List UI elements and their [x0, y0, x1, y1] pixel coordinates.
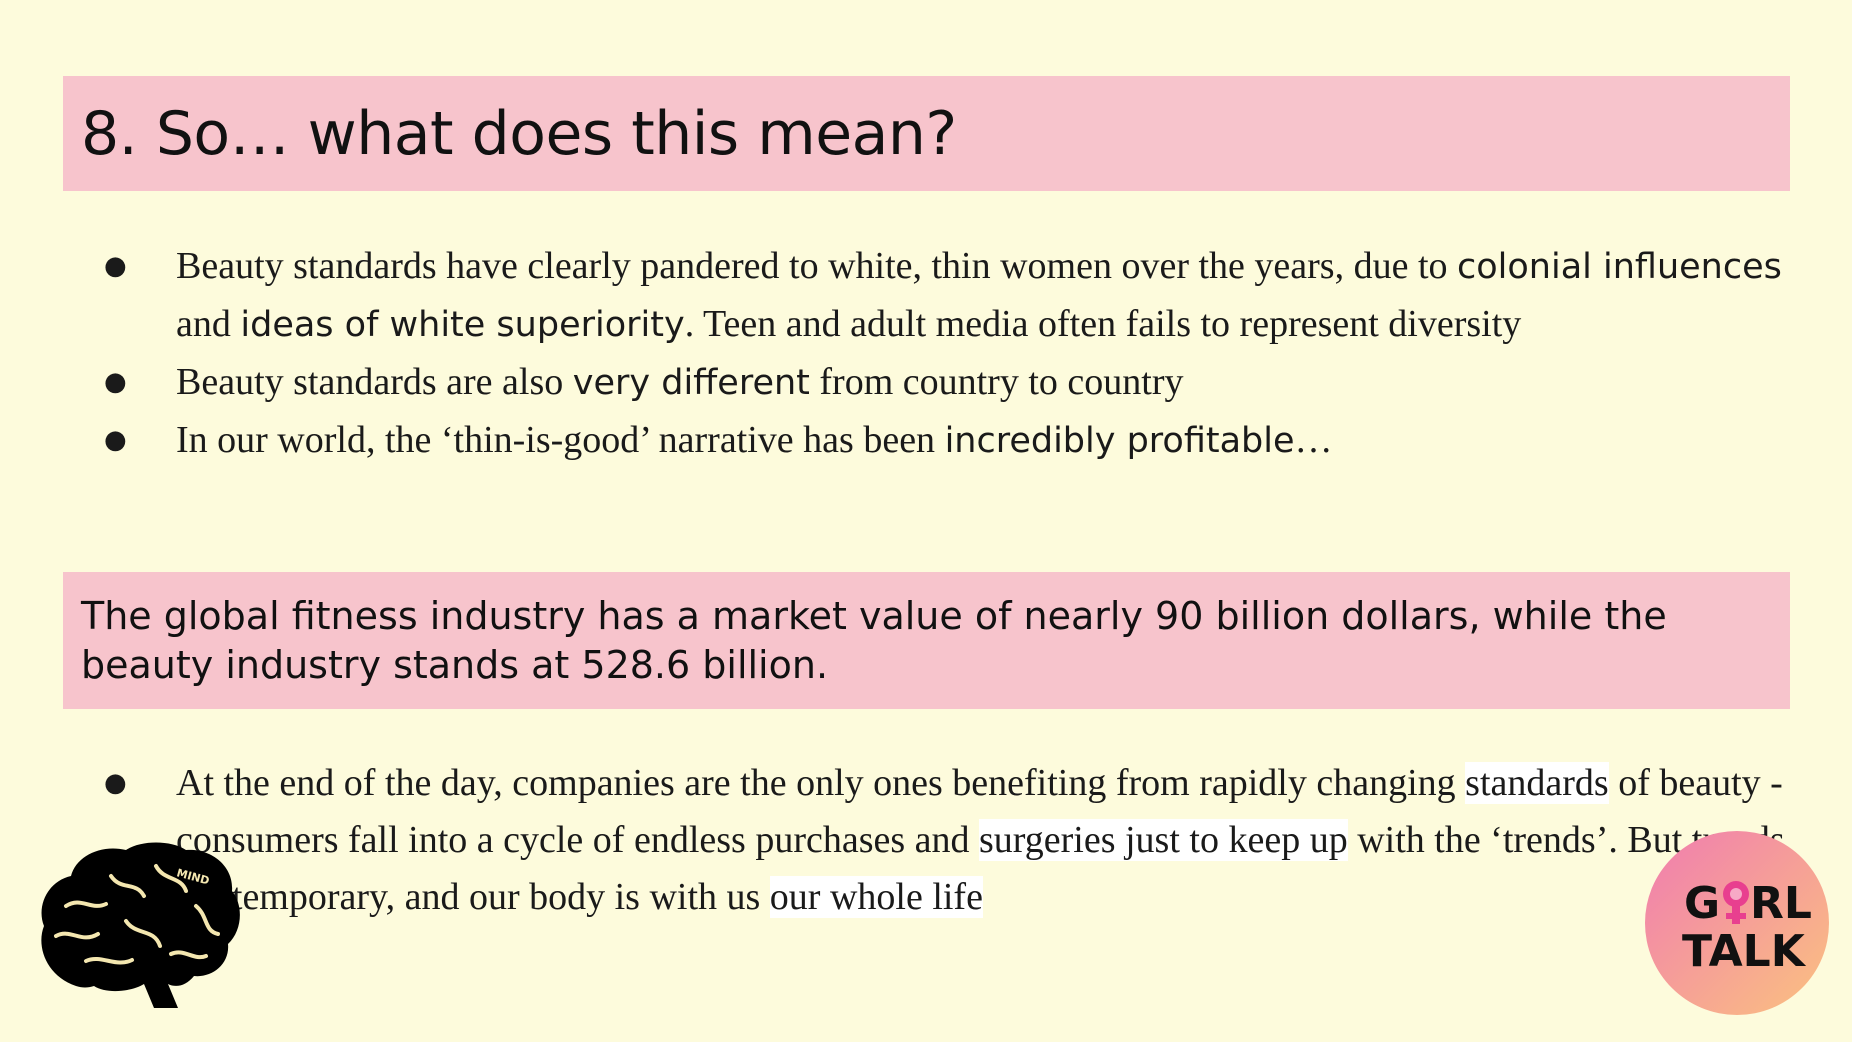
bullet-list-bottom: At the end of the day, companies are the…: [98, 755, 1798, 926]
highlighted-text: surgeries just to keep up: [979, 819, 1348, 861]
body-text: In our world, the ‘thin-is-good’ narrati…: [176, 419, 945, 461]
stat-callout: The global fitness industry has a market…: [63, 572, 1790, 709]
highlighted-text: our whole life: [769, 876, 983, 918]
body-text: of beauty - consumers fall into a cycle …: [176, 762, 1783, 861]
brain-icon: MIND: [41, 842, 240, 1008]
body-text: …: [1294, 419, 1333, 461]
highlighted-text: standards: [1465, 762, 1609, 804]
logo-text-talk: TALK: [1682, 926, 1807, 977]
bullet-item: At the end of the day, companies are the…: [98, 755, 1798, 926]
bullet-item: In our world, the ‘thin-is-good’ narrati…: [98, 412, 1798, 470]
body-text: Beauty standards are also: [176, 361, 573, 403]
slide-title: 8. So… what does this mean?: [81, 98, 957, 169]
girl-talk-logo: G RL TALK: [1645, 831, 1829, 1015]
body-text: Beauty standards have clearly pandered t…: [176, 245, 1458, 287]
emphasis-text: ideas of white superiority: [240, 305, 685, 345]
emphasis-text: incredibly profitable: [944, 421, 1295, 461]
title-bar: 8. So… what does this mean?: [63, 76, 1790, 191]
body-text: and: [176, 303, 241, 345]
bullet-list-top: Beauty standards have clearly pandered t…: [98, 238, 1798, 470]
body-text: from country to country: [809, 361, 1184, 403]
female-symbol-icon: [1723, 881, 1749, 924]
logo-text-rl: RL: [1750, 878, 1812, 929]
bullet-item: Beauty standards are also very different…: [98, 354, 1798, 412]
bullet-item: Beauty standards have clearly pandered t…: [98, 238, 1798, 354]
body-text: . Teen and adult media often fails to re…: [684, 303, 1522, 345]
body-text: At the end of the day, companies are the…: [176, 762, 1466, 804]
emphasis-text: colonial influences: [1457, 247, 1782, 287]
emphasis-text: very different: [572, 363, 810, 403]
logo-text-g: G: [1684, 878, 1720, 929]
